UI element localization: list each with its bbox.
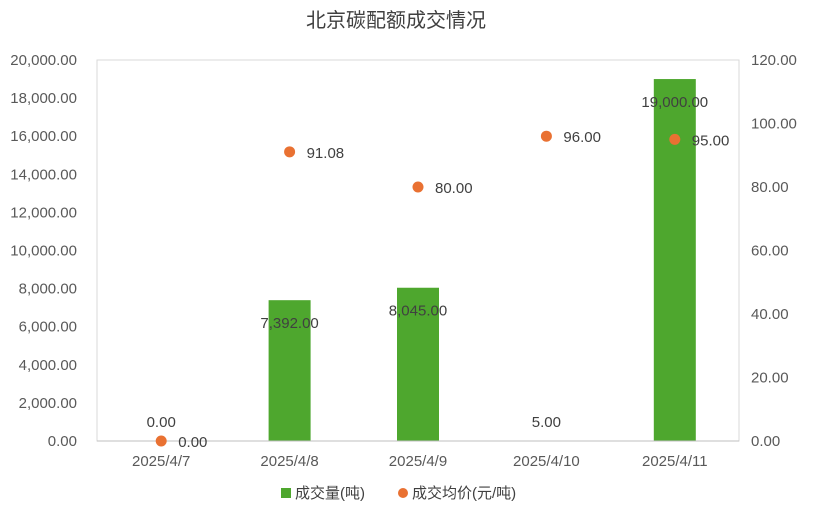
left-axis-tick-label: 10,000.00 bbox=[10, 243, 77, 260]
scatter-point bbox=[284, 146, 296, 158]
bar-data-label: 8,045.00 bbox=[389, 303, 447, 320]
right-axis-tick-label: 20.00 bbox=[751, 370, 789, 387]
scatter-point bbox=[412, 181, 424, 193]
left-axis-tick-label: 16,000.00 bbox=[10, 128, 77, 145]
bar bbox=[268, 300, 311, 441]
bar-data-label: 7,392.00 bbox=[260, 315, 318, 332]
chart-title: 北京碳配额成交情况 bbox=[306, 9, 486, 32]
bar-data-label: 19,000.00 bbox=[641, 94, 708, 111]
right-axis-tick-label: 0.00 bbox=[751, 433, 780, 450]
point-data-label: 91.08 bbox=[307, 145, 345, 162]
x-axis-tick-label: 2025/4/7 bbox=[132, 453, 190, 470]
scatter-series bbox=[155, 130, 681, 447]
x-axis-tick-label: 2025/4/9 bbox=[389, 453, 447, 470]
legend-bar-label: 成交量(吨) bbox=[295, 484, 365, 502]
bar-series bbox=[268, 79, 696, 442]
left-axis-tick-label: 18,000.00 bbox=[10, 90, 77, 107]
left-axis-tick-label: 8,000.00 bbox=[19, 281, 77, 298]
x-axis-tick-label: 2025/4/10 bbox=[513, 453, 580, 470]
bar bbox=[397, 287, 439, 441]
point-data-label: 96.00 bbox=[563, 129, 601, 146]
right-axis-tick-label: 120.00 bbox=[751, 52, 797, 69]
legend-point-swatch bbox=[398, 488, 408, 498]
scatter-point bbox=[155, 435, 167, 447]
left-axis-tick-label: 2,000.00 bbox=[19, 395, 77, 412]
scatter-point bbox=[669, 133, 681, 145]
legend: 成交量(吨) 成交均价(元/吨) bbox=[281, 484, 516, 502]
bar-data-label: 0.00 bbox=[147, 414, 176, 431]
legend-point-label: 成交均价(元/吨) bbox=[412, 484, 516, 502]
point-data-label: 0.00 bbox=[178, 434, 207, 451]
data-labels: 0.00 7,392.00 8,045.00 5.00 19,000.00 0.00 91.… bbox=[147, 94, 730, 451]
left-axis-tick-label: 6,000.00 bbox=[19, 319, 77, 336]
point-data-label: 80.00 bbox=[435, 180, 473, 197]
bar bbox=[653, 79, 696, 442]
legend-bar-swatch bbox=[281, 488, 291, 498]
right-axis-tick-label: 100.00 bbox=[751, 116, 797, 133]
point-data-label: 95.00 bbox=[692, 132, 730, 149]
left-axis: 0.00 2,000.00 4,000.00 6,000.00 8,000.00 10,0… bbox=[10, 52, 77, 450]
right-axis-tick-label: 40.00 bbox=[751, 306, 789, 323]
scatter-point bbox=[540, 130, 552, 142]
x-axis-tick-label: 2025/4/8 bbox=[260, 453, 318, 470]
right-axis-tick-label: 80.00 bbox=[751, 179, 789, 196]
right-axis-tick-label: 60.00 bbox=[751, 243, 789, 260]
left-axis-tick-label: 14,000.00 bbox=[10, 166, 77, 183]
x-axis-tick-label: 2025/4/11 bbox=[642, 453, 708, 470]
left-axis-tick-label: 20,000.00 bbox=[10, 52, 77, 69]
left-axis-tick-label: 12,000.00 bbox=[10, 204, 77, 221]
left-axis-tick-label: 4,000.00 bbox=[19, 357, 77, 374]
bar-data-label: 5.00 bbox=[532, 414, 561, 431]
left-axis-tick-label: 0.00 bbox=[48, 433, 77, 450]
x-axis: 2025/4/7 2025/4/8 2025/4/9 2025/4/10 2025/4/… bbox=[132, 453, 708, 470]
right-axis: 0.00 20.00 40.00 60.00 80.00 100.00 120.00 bbox=[751, 52, 797, 450]
